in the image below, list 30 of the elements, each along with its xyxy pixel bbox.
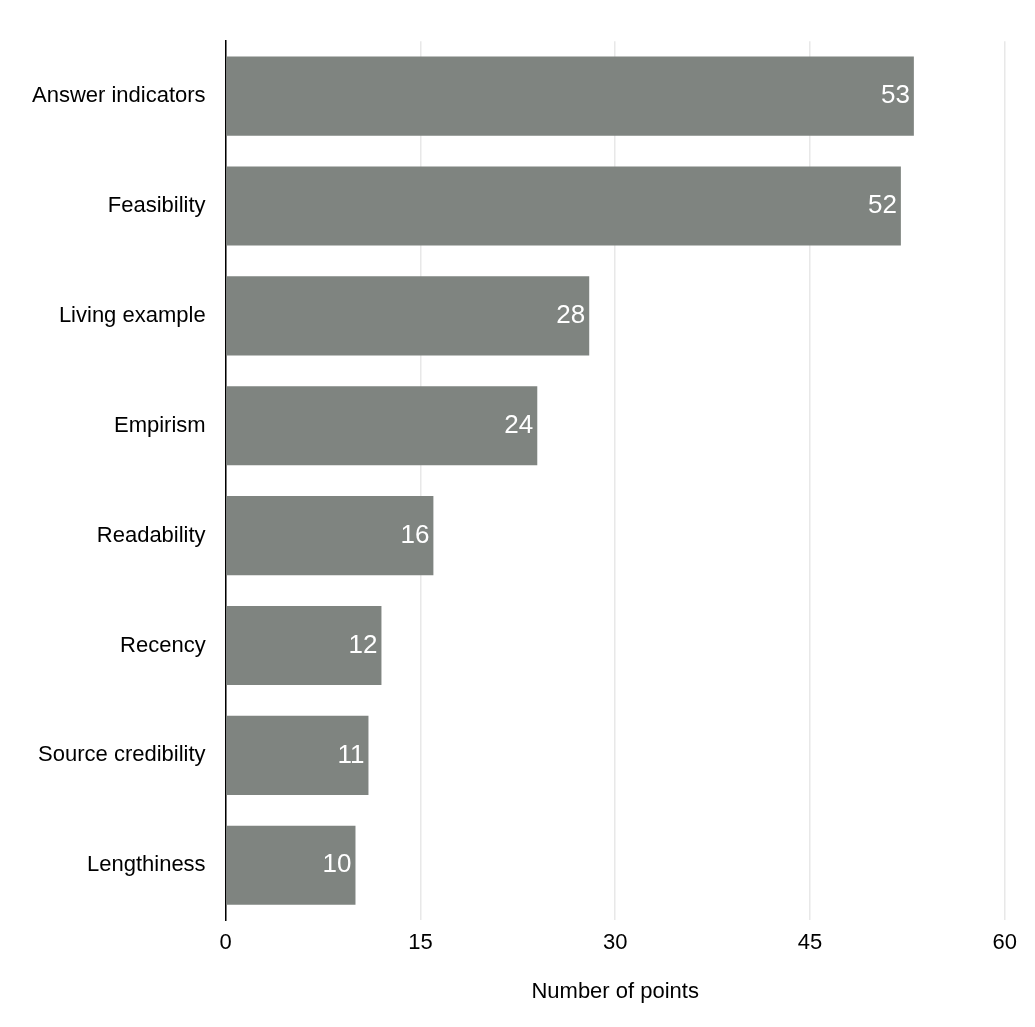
y-tick-label: Living example [58, 301, 206, 327]
bar [226, 166, 901, 246]
bar [226, 56, 914, 136]
data-label: 24 [504, 408, 534, 439]
x-tick-label: 30 [602, 929, 628, 955]
y-tick-label: Lengthiness [86, 851, 206, 877]
bar [226, 715, 369, 795]
data-label: 53 [880, 79, 910, 110]
x-tick-label: 45 [797, 929, 823, 955]
x-tick-label: 0 [219, 929, 232, 955]
data-label: 10 [322, 848, 352, 879]
y-tick-label: Recency [120, 631, 206, 657]
y-tick-label: Source credibility [38, 741, 206, 767]
bar [226, 386, 538, 466]
x-axis-title: Number of points [531, 977, 699, 1003]
bar [226, 825, 356, 905]
data-label: 28 [556, 299, 586, 330]
data-label: 52 [867, 189, 897, 220]
y-tick-label: Empirism [113, 411, 206, 437]
y-tick-label: Answer indicators [31, 82, 206, 108]
data-label: 16 [400, 518, 430, 549]
y-tick-label: Feasibility [107, 192, 206, 218]
bar [226, 496, 434, 576]
bar [226, 605, 382, 686]
x-tick-label: 60 [992, 929, 1018, 955]
data-label: 12 [348, 628, 378, 659]
x-tick-label: 15 [408, 929, 433, 955]
y-tick-label: Readability [96, 521, 206, 547]
bar [226, 276, 590, 356]
data-label: 11 [337, 738, 365, 769]
